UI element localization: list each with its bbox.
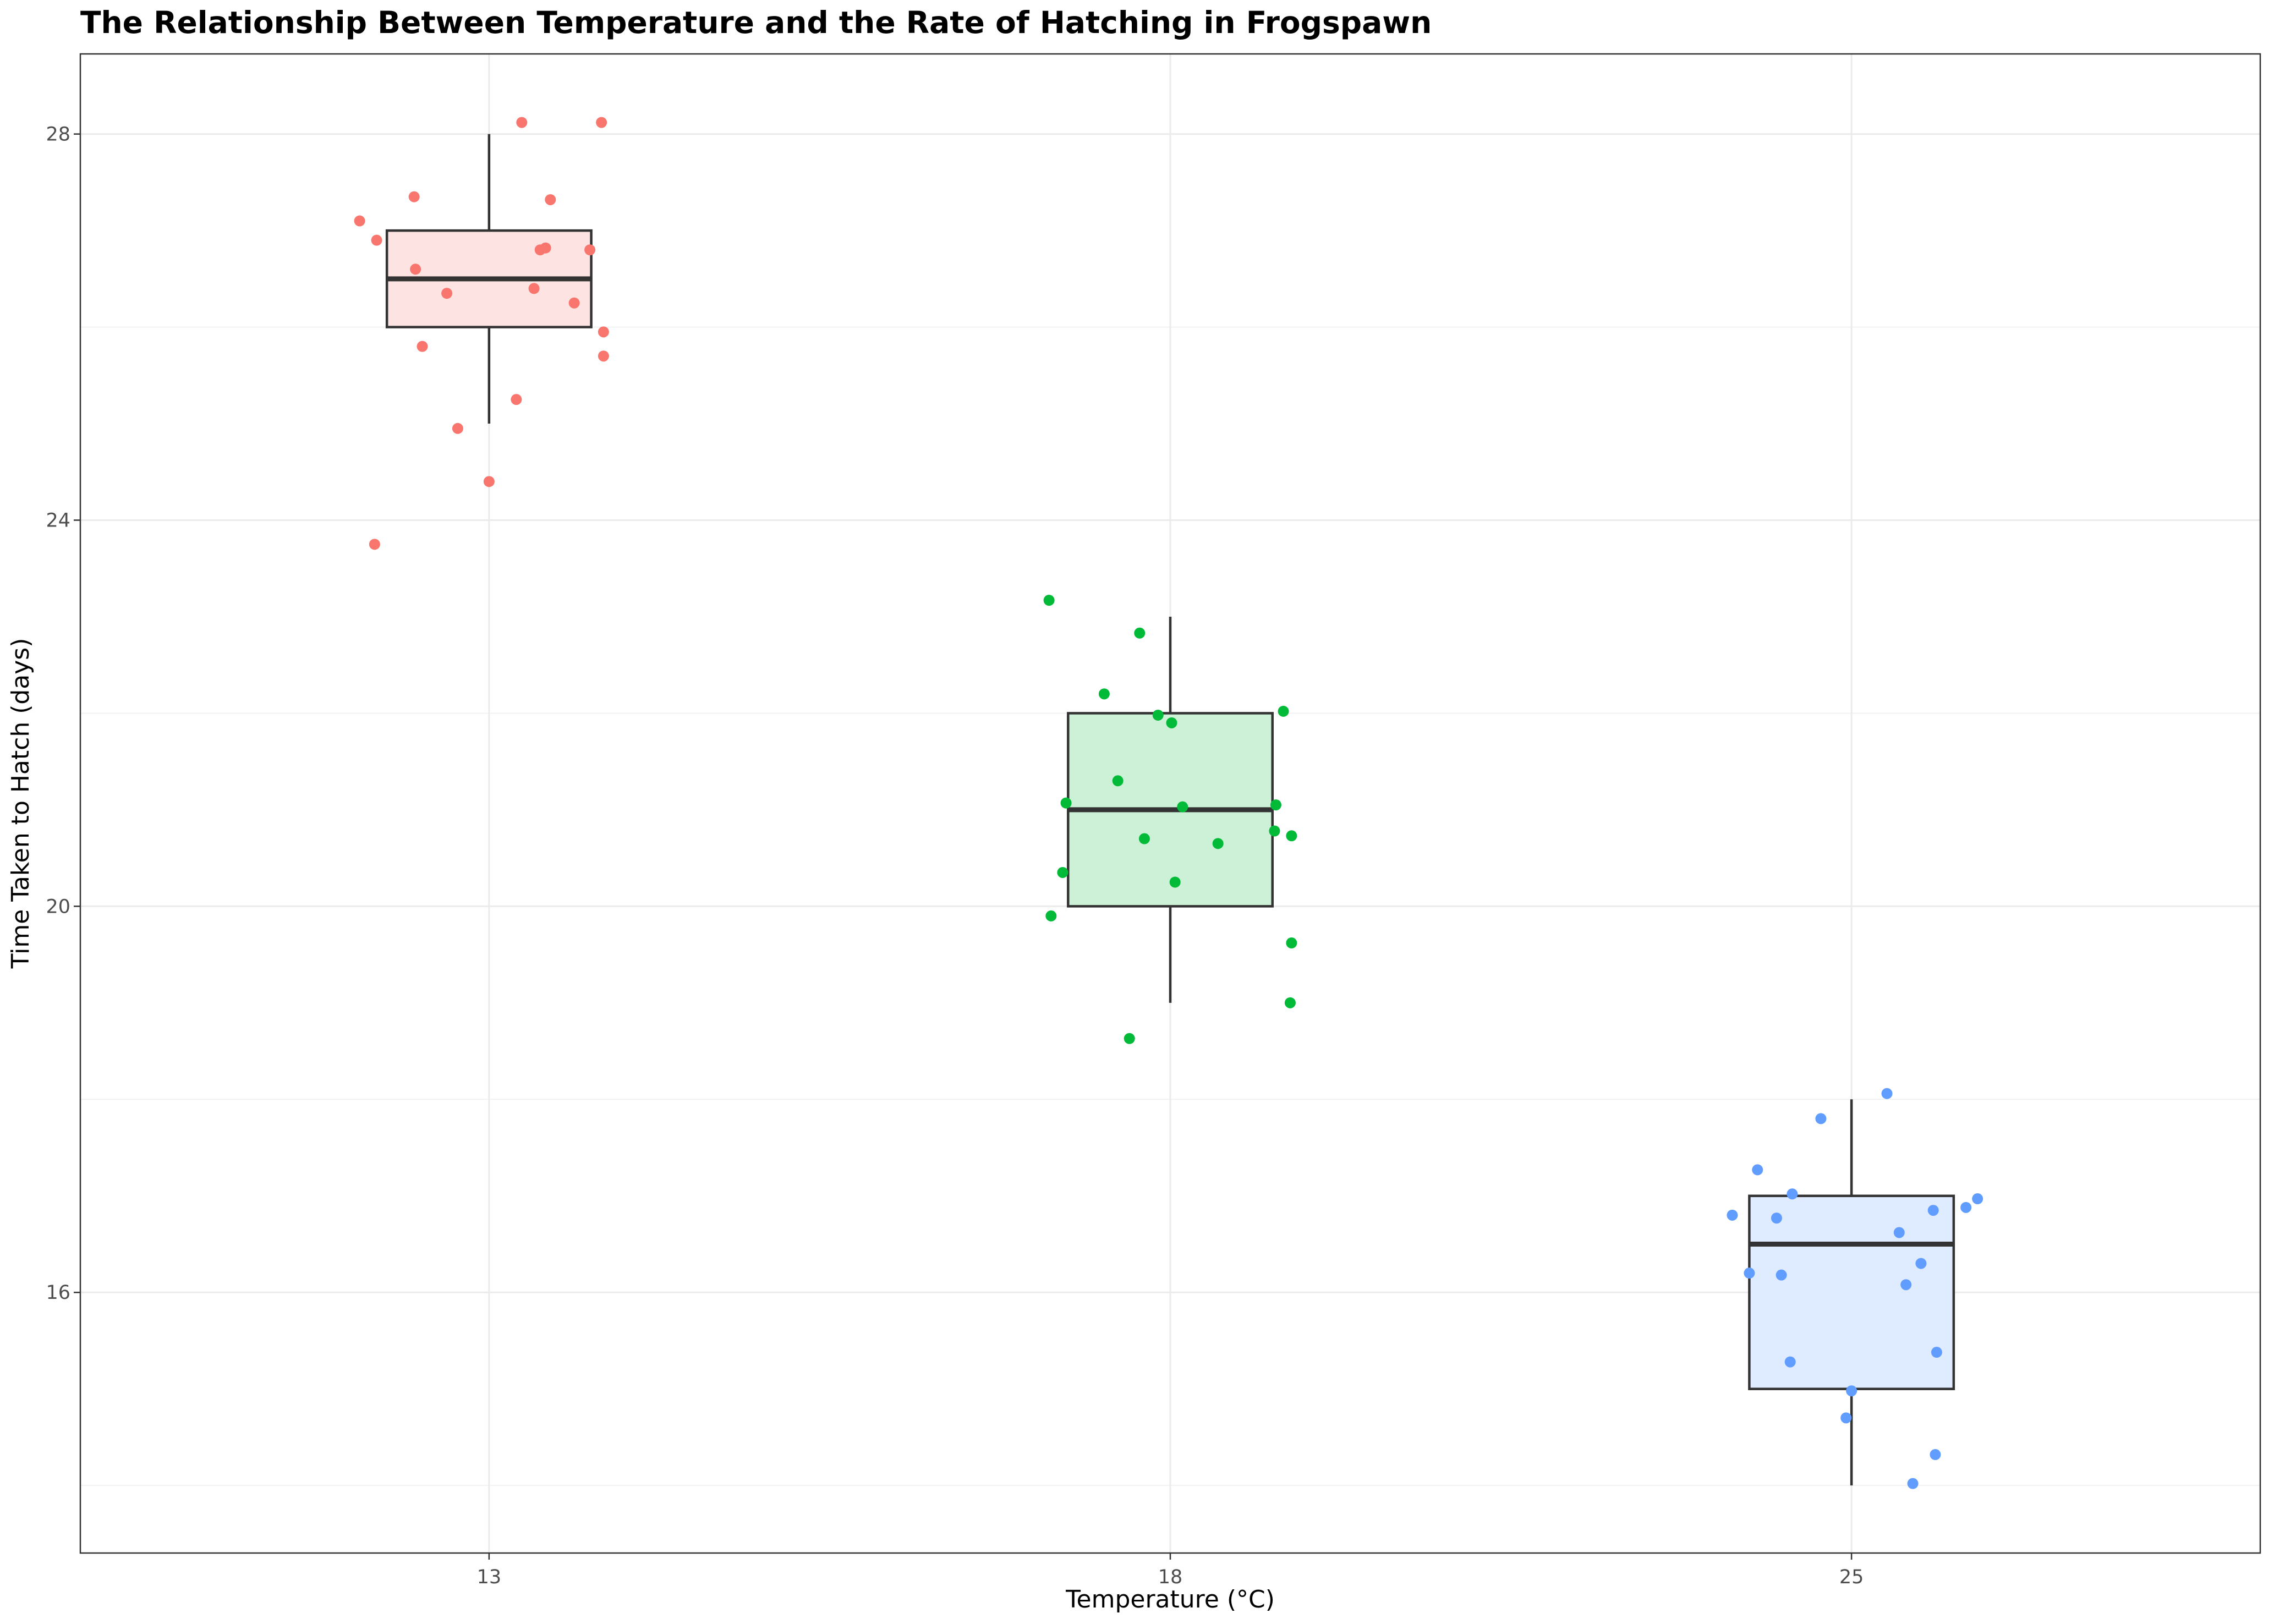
x-axis: 13 18 25 [477,1553,1864,1588]
y-axis-title: Time Taken to Hatch (days) [7,638,35,969]
data-point [596,117,607,128]
data-point [1927,1205,1939,1216]
data-point [1915,1258,1927,1269]
data-point [1840,1412,1852,1424]
data-point [545,194,556,205]
data-point [1045,910,1057,921]
data-point [1972,1193,1983,1205]
data-point [1177,801,1188,813]
data-point [1270,799,1281,811]
box-group-13 [385,134,593,424]
data-point [1771,1212,1782,1224]
data-point [354,215,365,227]
data-point [1166,717,1177,728]
data-point [1112,775,1124,787]
data-point [371,234,382,246]
data-point [568,297,580,309]
data-point [1057,866,1068,878]
data-point [1098,688,1110,700]
data-point [598,326,609,338]
chart-title: The Relationship Between Temperature and… [80,5,1432,40]
data-point [1752,1164,1763,1176]
data-point [1784,1356,1796,1368]
data-point [1744,1268,1755,1279]
data-point [1960,1201,1972,1213]
data-point [452,423,463,434]
data-point [528,283,540,294]
data-point [1907,1478,1919,1489]
data-point [408,191,420,202]
data-point [1846,1385,1857,1397]
data-point [1881,1088,1893,1099]
data-point [1900,1279,1912,1291]
x-tick-label: 25 [1839,1566,1864,1588]
y-axis: 16 20 24 28 [46,124,80,1304]
data-point [516,117,528,128]
x-axis-title: Temperature (°C) [1065,1585,1275,1614]
y-tick-label: 16 [46,1282,70,1304]
data-point [1134,627,1146,639]
data-point [1286,830,1297,842]
data-point [1138,833,1150,844]
data-point [1815,1113,1827,1124]
data-point [1060,797,1072,809]
box-group-25 [1748,1099,1955,1486]
data-points [354,117,1983,1489]
x-tick-label: 13 [477,1566,502,1588]
data-point [511,394,522,405]
data-point [369,539,380,550]
data-point [1776,1269,1787,1281]
data-point [1931,1347,1942,1358]
data-point [598,350,609,362]
y-tick-label: 28 [46,124,70,146]
data-point [441,288,453,299]
data-point [1727,1209,1738,1221]
data-point [1284,997,1296,1008]
data-point [540,242,551,254]
y-tick-label: 20 [46,896,70,918]
data-point [1169,876,1181,888]
data-point [410,264,421,275]
data-point [1278,705,1289,717]
y-tick-label: 24 [46,510,70,532]
data-point [1124,1033,1135,1044]
box-plots [385,134,1955,1486]
box-group-18 [1067,616,1274,1003]
data-point [1787,1188,1798,1200]
x-tick-label: 18 [1158,1566,1183,1588]
data-point [483,476,495,487]
data-point [584,244,596,256]
data-point [1043,595,1055,606]
data-point [1269,825,1280,837]
data-point [1152,709,1164,721]
iqr-box [1748,1194,1955,1390]
data-point [1212,838,1224,849]
data-point [1930,1449,1941,1461]
data-point [417,341,428,352]
data-point [1893,1227,1905,1238]
data-point [1286,937,1297,949]
